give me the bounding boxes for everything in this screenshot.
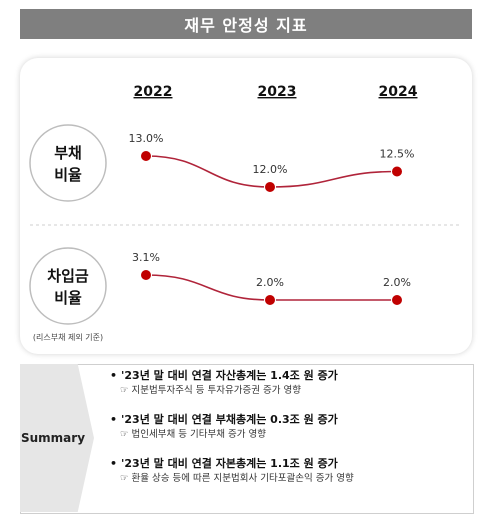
summary-item-sub: ☞ 환율 상승 등에 따른 지분법회사 기타포괄손익 증가 영향 [120, 473, 354, 484]
summary-item: • '23년 말 대비 연결 자산총계는 1.4조 원 증가 ☞ 지분법투자주식 … [110, 368, 472, 398]
data-label-1-2: 2.0% [383, 276, 411, 289]
row-label-borrowing-1: 차입금 [47, 267, 89, 285]
line-chart: 2022 2023 2024 부채 비율 차입금 비율 (리스부채 제외 기준)… [29, 84, 462, 342]
summary-item: • '23년 말 대비 연결 부채총계는 0.3조 원 증가 ☞ 법인세부채 등 … [110, 412, 472, 442]
bullet-dot: • [110, 413, 118, 426]
data-label-1-0: 3.1% [132, 251, 160, 264]
summary-item-main-text: '23년 말 대비 연결 부채총계는 0.3조 원 증가 [121, 413, 338, 426]
series-layer: 13.0% 12.0% 12.5% 3.1% 2.0% 2.0% [129, 132, 415, 306]
summary-item-main-text: '23년 말 대비 연결 자산총계는 1.4조 원 증가 [121, 369, 338, 382]
summary-box [20, 364, 474, 514]
year-label-0: 2022 [134, 84, 173, 100]
data-point-1-1 [264, 294, 276, 306]
summary-tag: Summary [20, 364, 94, 512]
row-circle-debt [29, 124, 107, 202]
data-point-0-0 [140, 150, 152, 162]
row-label-borrowing-2: 비율 [54, 289, 82, 307]
summary-item-main: • '23년 말 대비 연결 자산총계는 1.4조 원 증가 [110, 368, 472, 384]
summary-item-main-text: '23년 말 대비 연결 자본총계는 1.1조 원 증가 [121, 457, 338, 470]
data-point-0-2 [391, 165, 403, 178]
data-label-1-1: 2.0% [256, 276, 284, 289]
data-point-0-1 [264, 181, 276, 193]
data-point-1-0 [140, 269, 152, 281]
bullet-dot: • [110, 369, 118, 382]
summary-list: • '23년 말 대비 연결 자산총계는 1.4조 원 증가 ☞ 지분법투자주식 … [110, 368, 472, 495]
summary-item-main: • '23년 말 대비 연결 부채총계는 0.3조 원 증가 [110, 412, 472, 428]
year-label-2: 2024 [379, 84, 418, 100]
row-label-debt-1: 부채 [54, 144, 82, 162]
summary-label: Summary [20, 431, 86, 445]
data-label-0-0: 13.0% [129, 132, 164, 145]
summary-item-sub: ☞ 지분법투자주식 등 투자유가증권 증가 영향 [120, 385, 301, 396]
note-text: (리스부채 제외 기준) [33, 332, 103, 342]
data-label-0-1: 12.0% [253, 163, 288, 176]
summary-item: • '23년 말 대비 연결 자본총계는 1.1조 원 증가 ☞ 환율 상승 등에… [110, 456, 472, 486]
row-circle-borrowing [29, 247, 107, 325]
page-title: 재무 안정성 지표 [20, 9, 472, 39]
data-label-0-2: 12.5% [380, 148, 415, 161]
summary-item-sub: ☞ 법인세부채 등 기타부채 증가 영향 [120, 429, 266, 440]
summary-item-main: • '23년 말 대비 연결 자본총계는 1.1조 원 증가 [110, 456, 472, 472]
page-title-text: 재무 안정성 지표 [184, 16, 308, 35]
row-label-debt-2: 비율 [54, 166, 82, 184]
data-point-1-2 [391, 294, 403, 306]
year-label-1: 2023 [258, 84, 297, 100]
bullet-dot: • [110, 457, 118, 470]
